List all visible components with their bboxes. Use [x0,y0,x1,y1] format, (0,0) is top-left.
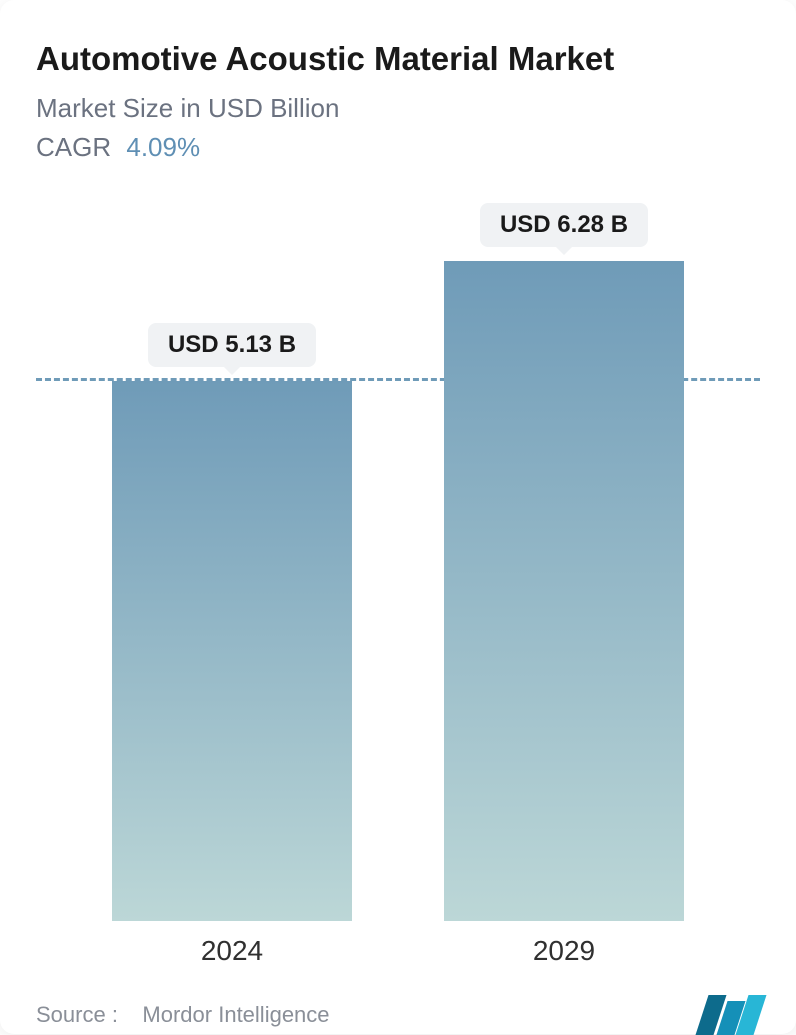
bar-2029 [444,261,684,921]
x-axis-labels: 2024 2029 [36,921,760,967]
source-text: Source : Mordor Intelligence [36,1002,330,1028]
source-name: Mordor Intelligence [142,1002,329,1027]
x-label-2024: 2024 [112,935,352,967]
cagr-line: CAGR 4.09% [36,132,760,163]
x-label-2029: 2029 [444,935,684,967]
source-label: Source : [36,1002,118,1027]
chart-area: USD 5.13 B USD 6.28 B [36,203,760,921]
chart-title: Automotive Acoustic Material Market [36,38,760,79]
bar-group-2029: USD 6.28 B [444,203,684,921]
chart-card: Automotive Acoustic Material Market Mark… [0,0,796,1034]
chart-footer: Source : Mordor Intelligence [36,967,760,1035]
chart-subtitle: Market Size in USD Billion [36,93,760,124]
bar-group-2024: USD 5.13 B [112,323,352,921]
value-label-2024: USD 5.13 B [148,323,316,367]
cagr-label: CAGR [36,132,111,162]
bar-2024 [112,381,352,921]
value-label-2029: USD 6.28 B [480,203,648,247]
brand-logo-icon [702,995,760,1035]
cagr-value: 4.09% [126,132,200,162]
